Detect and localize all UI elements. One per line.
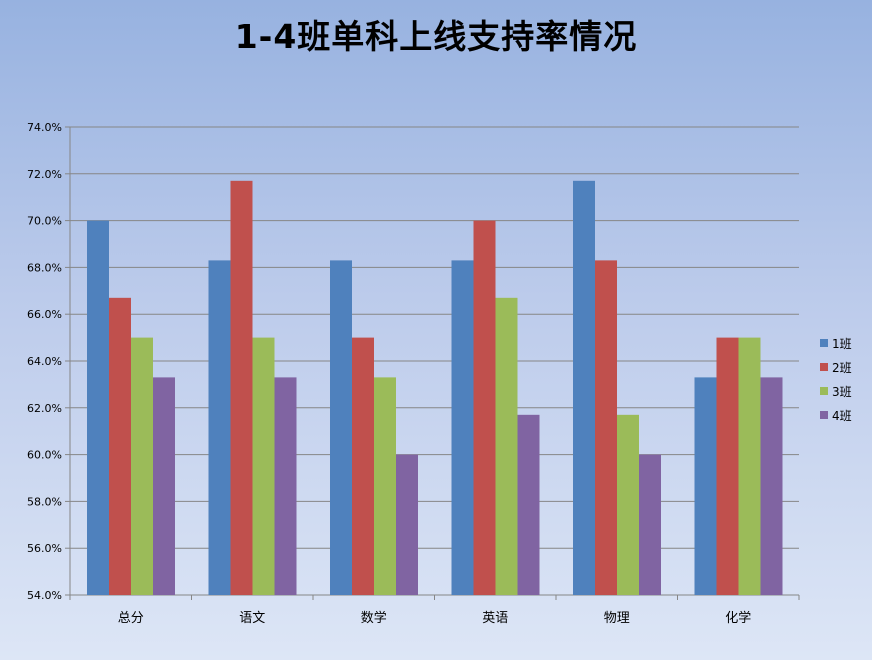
- bar-2班-物理: [595, 260, 617, 595]
- legend-swatch: [820, 387, 828, 395]
- bar-2班-化学: [716, 337, 739, 595]
- y-tick-label: 68.0%: [27, 261, 62, 274]
- bar-4班-物理: [639, 454, 661, 595]
- x-tick-label: 英语: [482, 611, 508, 626]
- bar-4班-数学: [396, 454, 418, 595]
- legend-item: 2班: [820, 355, 852, 379]
- bar-4班-语文: [274, 377, 297, 595]
- bar-3班-化学: [738, 337, 761, 595]
- bar-1班-英语: [451, 260, 474, 595]
- bar-1班-语文: [208, 260, 231, 595]
- y-tick-label: 62.0%: [27, 402, 62, 415]
- bar-3班-语文: [252, 337, 275, 595]
- bar-3班-数学: [374, 377, 396, 595]
- chart-title: 1-4班单科上线支持率情况: [234, 17, 638, 56]
- legend-item: 4班: [820, 403, 852, 427]
- x-tick-label: 化学: [725, 610, 751, 626]
- x-tick-label: 语文: [239, 611, 265, 626]
- y-tick-label: 72.0%: [27, 168, 62, 181]
- legend-swatch: [820, 411, 828, 419]
- legend-label: 1班: [832, 336, 852, 351]
- bar-4班-化学: [760, 377, 783, 595]
- bar-3班-物理: [617, 414, 639, 595]
- legend-label: 3班: [832, 384, 852, 399]
- bar-4班-总分: [153, 377, 175, 595]
- x-tick-label: 物理: [604, 611, 630, 626]
- bar-1班-物理: [573, 180, 595, 595]
- x-tick-label: 数学: [361, 610, 387, 626]
- legend-label: 4班: [832, 408, 852, 423]
- legend-swatch: [820, 339, 828, 347]
- bar-2班-语文: [230, 180, 253, 595]
- bar-4班-英语: [517, 414, 540, 595]
- bar-2班-英语: [473, 220, 496, 595]
- legend-item: 1班: [820, 331, 852, 355]
- legend-item: 3班: [820, 379, 852, 403]
- bar-1班-化学: [694, 377, 717, 595]
- y-tick-label: 58.0%: [27, 495, 62, 508]
- bar-3班-总分: [131, 337, 153, 595]
- bar-2班-总分: [109, 297, 131, 595]
- y-tick-label: 56.0%: [27, 542, 62, 555]
- bar-3班-英语: [495, 297, 518, 595]
- x-tick-label: 总分: [118, 611, 144, 626]
- bar-2班-数学: [352, 337, 374, 595]
- y-tick-label: 70.0%: [27, 215, 62, 228]
- y-tick-label: 74.0%: [27, 121, 62, 134]
- legend: 1班 2班 3班 4班: [820, 331, 852, 427]
- bar-1班-数学: [330, 260, 352, 595]
- legend-swatch: [820, 363, 828, 371]
- legend-label: 2班: [832, 360, 852, 375]
- y-tick-label: 64.0%: [27, 355, 62, 368]
- bar-1班-总分: [87, 220, 109, 595]
- y-tick-label: 66.0%: [27, 308, 62, 321]
- y-tick-label: 60.0%: [27, 449, 62, 462]
- y-tick-label: 54.0%: [27, 589, 62, 602]
